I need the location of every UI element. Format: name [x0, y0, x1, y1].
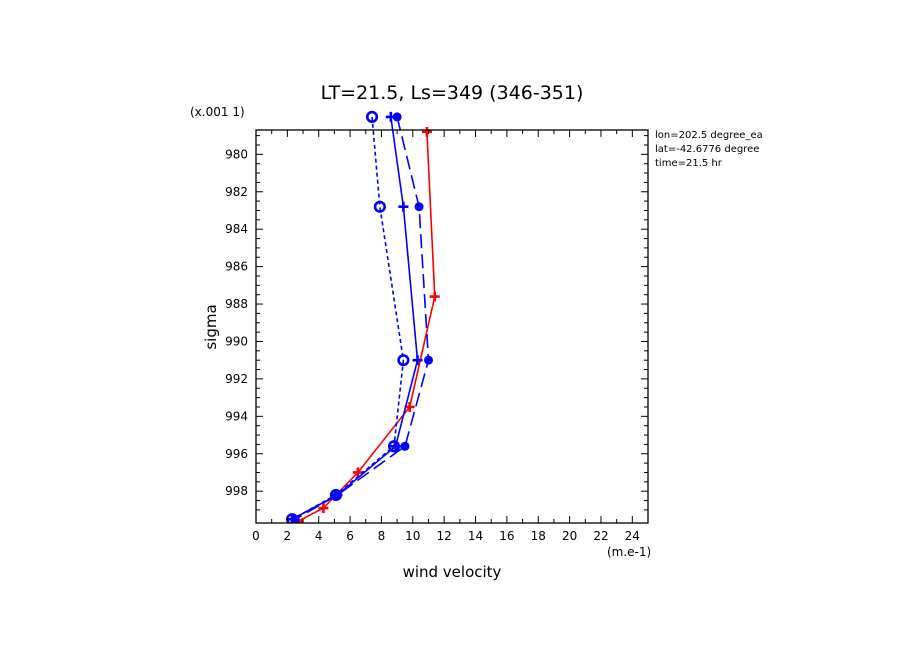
circle-marker [397, 354, 410, 367]
x-tick-label: 22 [593, 529, 608, 543]
x-unit-label: (m.e-1) [607, 545, 651, 559]
circle-marker [329, 488, 343, 502]
chart-title: LT=21.5, Ls=349 (346-351) [321, 82, 584, 104]
series-line-3 [291, 116, 419, 520]
circle-marker [387, 440, 401, 453]
y-tick-label: 982 [225, 185, 248, 199]
x-tick-label: 12 [437, 529, 452, 543]
y-tick-label: 986 [225, 260, 248, 274]
star-marker [423, 355, 433, 365]
series-layer [285, 110, 440, 523]
y-tick-label: 980 [225, 147, 248, 161]
y-tick-label: 994 [225, 409, 248, 423]
plus-marker [412, 355, 423, 366]
x-tick-label: 24 [625, 529, 640, 543]
series-line-2 [294, 116, 430, 520]
circle-marker [365, 110, 379, 123]
x-tick-label: 14 [468, 529, 483, 543]
plus-marker [429, 291, 440, 302]
series-line-1 [297, 131, 436, 522]
x-axis-label: wind velocity [403, 563, 502, 581]
x-axis: 0 2 4 6 8 10 12 14 16 18 20 22 24 [252, 130, 649, 543]
x-tick-label: 16 [499, 529, 514, 543]
star-marker [414, 202, 424, 212]
x-tick-label: 4 [315, 529, 323, 543]
circle-marker [373, 200, 386, 213]
x-tick-label: 18 [531, 529, 546, 543]
star-marker [392, 112, 402, 122]
plus-marker [398, 201, 409, 212]
y-tick-label: 988 [225, 297, 248, 311]
x-tick-label: 20 [562, 529, 577, 543]
x-tick-label: 6 [346, 529, 354, 543]
x-tick-label: 2 [284, 529, 292, 543]
x-tick-label: 8 [378, 529, 386, 543]
y-unit-label: (x.001 1) [190, 105, 245, 119]
plus-marker [318, 503, 329, 514]
x-tick-label: 0 [252, 529, 260, 543]
y-tick-label: 992 [225, 372, 248, 386]
y-tick-label: 984 [225, 222, 248, 236]
plus-marker [385, 111, 396, 122]
x-tick-label: 10 [405, 529, 420, 543]
star-marker [400, 441, 410, 451]
y-tick-label: 996 [225, 447, 248, 461]
y-tick-label: 990 [225, 334, 248, 348]
annotation-block: lon=202.5 degree_ea lat=-42.6776 degree … [655, 130, 763, 169]
plus-marker [421, 126, 432, 137]
y-tick-label: 998 [225, 484, 248, 498]
annotation-lon: lon=202.5 degree_ea [655, 130, 763, 141]
annotation-lat: lat=-42.6776 degree [655, 144, 759, 155]
y-axis: 980 982 984 986 988 990 992 994 996 998 [225, 135, 648, 511]
annotation-time: time=21.5 hr [655, 158, 723, 169]
series-line-4 [291, 116, 405, 520]
y-axis-label: sigma [202, 304, 220, 349]
plot-frame [255, 129, 649, 524]
